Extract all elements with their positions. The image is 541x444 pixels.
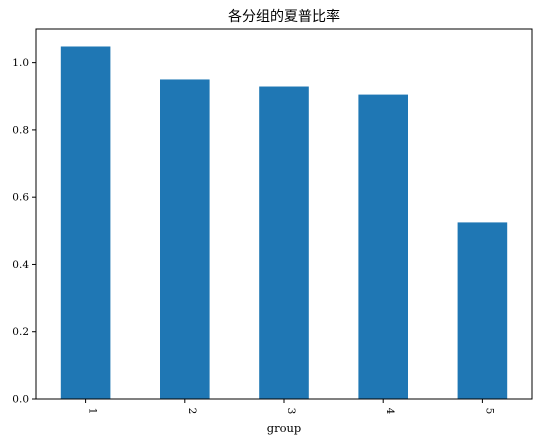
bar-5: [457, 222, 508, 399]
bar-1: [60, 46, 111, 400]
y-tick-label: 0.8: [12, 124, 29, 136]
x-tick-label: 2: [186, 408, 198, 415]
chart-title: 各分组的夏普比率: [228, 8, 340, 25]
x-tick-label: 1: [87, 408, 99, 415]
y-axis: 0.0 0.2 0.4 0.6 0.8 1.0: [12, 57, 36, 406]
y-tick-label: 0.4: [12, 259, 29, 271]
bar-3: [259, 86, 309, 399]
bars-group: [60, 46, 508, 400]
plot-frame: [35, 28, 533, 400]
y-tick-label: 0.2: [12, 326, 29, 338]
y-tick-label: 0.0: [12, 394, 29, 406]
y-tick-label: 0.6: [12, 192, 29, 204]
x-axis: 1 2 3 4 5: [85, 399, 495, 415]
x-tick-label: 5: [483, 408, 495, 415]
x-axis-label: group: [267, 421, 302, 435]
y-tick-label: 1.0: [12, 57, 29, 69]
x-tick-label: 3: [285, 408, 297, 415]
x-tick-label: 4: [384, 408, 396, 415]
bar-2: [160, 79, 210, 400]
bar-4: [358, 94, 408, 399]
